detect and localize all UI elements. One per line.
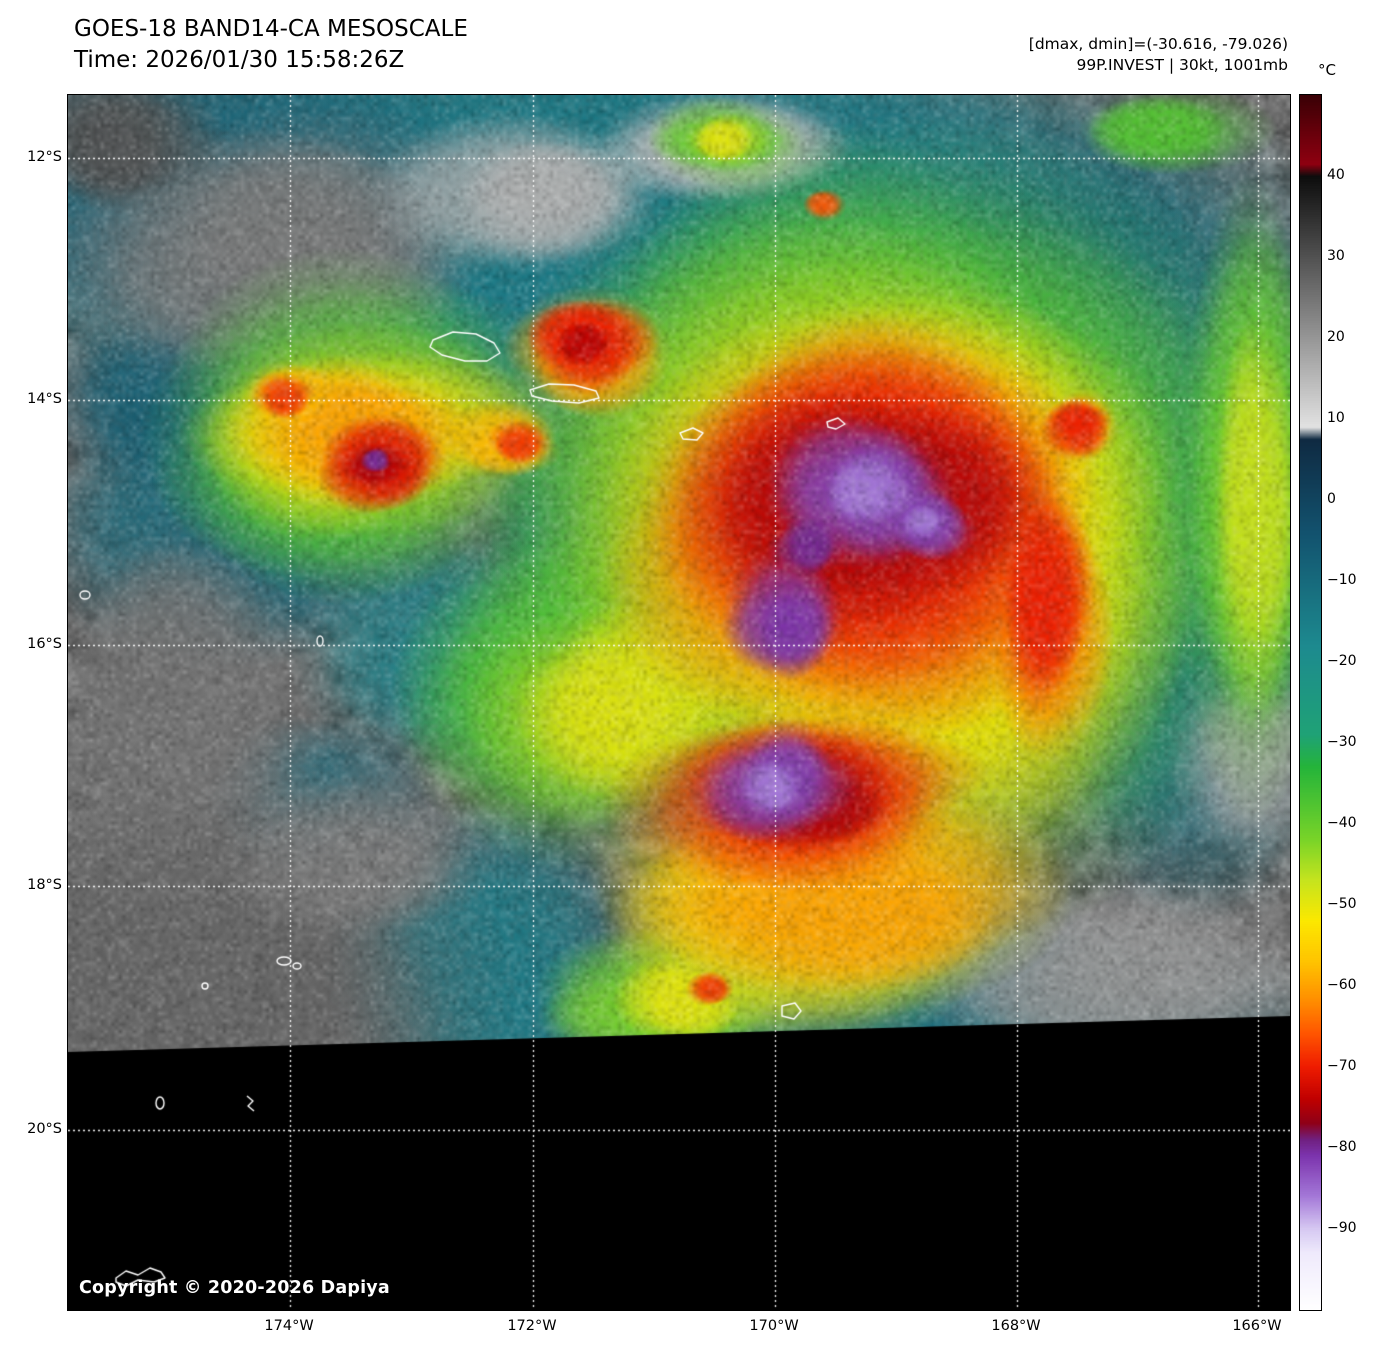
lon-tick-label: 172°W [507,1318,556,1334]
colorbar-tick-label: 10 [1327,410,1345,426]
colorbar-tick-label: 30 [1327,248,1345,264]
colorbar-tick-label: 20 [1327,329,1345,345]
dmax-dmin-label: [dmax, dmin]=(-30.616, -79.026) [1029,34,1288,55]
colorbar-tick-label: −20 [1327,653,1357,669]
colorbar-tick-label: −10 [1327,572,1357,588]
lat-tick-label: 20°S [0,1121,62,1137]
colorbar-tick-label: −40 [1327,815,1357,831]
colorbar-unit-label: °C [1318,61,1336,79]
colorbar-frame [1299,94,1322,1311]
satellite-image-canvas [68,95,1290,1310]
goes-satellite-product: GOES-18 BAND14-CA MESOSCALE Time: 2026/0… [0,0,1388,1359]
colorbar-tick-label: −30 [1327,734,1357,750]
lon-tick-label: 170°W [749,1318,798,1334]
map-frame: Copyright © 2020-2026 Dapiya [67,94,1291,1311]
product-title: GOES-18 BAND14-CA MESOSCALE [74,14,468,45]
colorbar-tick-label: 40 [1327,167,1345,183]
lon-tick-label: 168°W [991,1318,1040,1334]
storm-info-label: 99P.INVEST | 30kt, 1001mb [1029,55,1288,76]
lat-tick-label: 18°S [0,877,62,893]
header-right: [dmax, dmin]=(-30.616, -79.026) 99P.INVE… [1029,34,1288,76]
lon-tick-label: 174°W [264,1318,313,1334]
colorbar-tick-label: −90 [1327,1220,1357,1236]
colorbar-tick-label: −70 [1327,1058,1357,1074]
colorbar-canvas [1300,95,1321,1310]
colorbar-tick-label: −60 [1327,977,1357,993]
lat-tick-label: 12°S [0,149,62,165]
colorbar-tick-label: −80 [1327,1139,1357,1155]
copyright-label: Copyright © 2020-2026 Dapiya [79,1278,390,1298]
lat-tick-label: 16°S [0,636,62,652]
header-left: GOES-18 BAND14-CA MESOSCALE Time: 2026/0… [74,14,468,76]
colorbar-tick-label: −50 [1327,896,1357,912]
lon-tick-label: 166°W [1232,1318,1281,1334]
colorbar-tick-label: 0 [1327,491,1336,507]
product-time: Time: 2026/01/30 15:58:26Z [74,45,468,76]
lat-tick-label: 14°S [0,391,62,407]
